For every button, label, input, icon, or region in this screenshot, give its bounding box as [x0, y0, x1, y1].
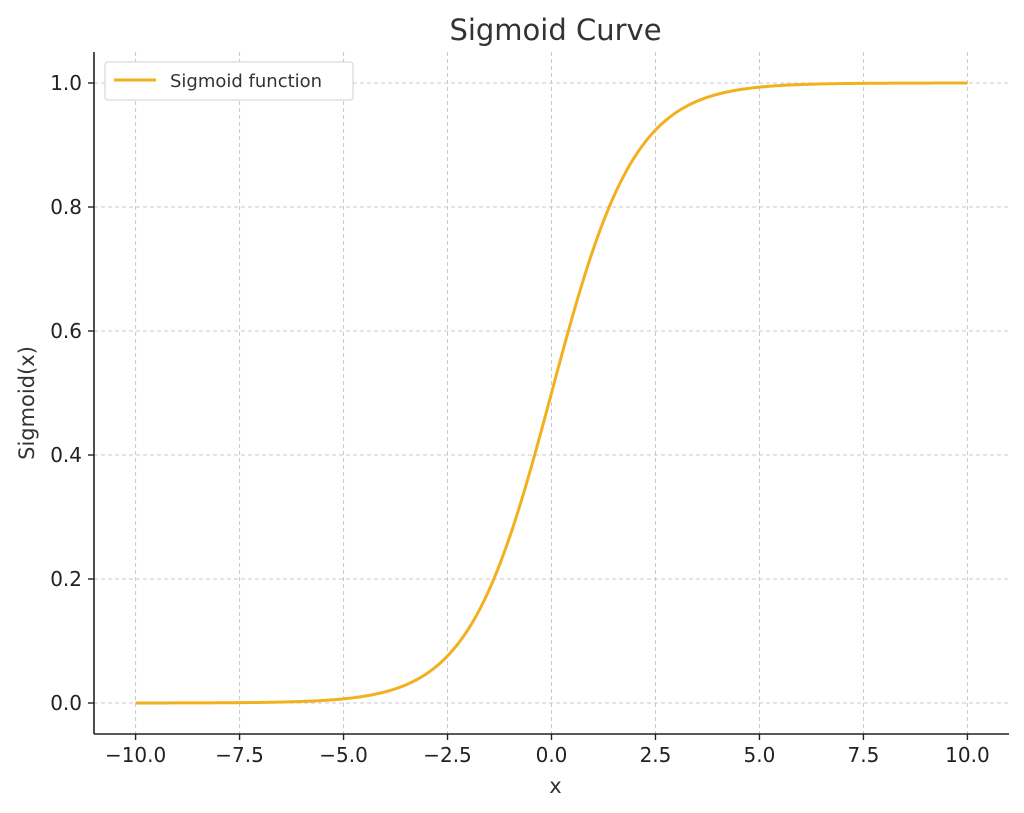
- y-tick-label: 0.2: [50, 567, 82, 591]
- x-tick-label: −10.0: [105, 743, 166, 767]
- x-tick-label: −5.0: [319, 743, 368, 767]
- x-tick-label: −7.5: [215, 743, 264, 767]
- grid: [94, 52, 1009, 734]
- sigmoid-line: [135, 81, 968, 705]
- y-tick-label: 0.4: [50, 443, 82, 467]
- chart-title: Sigmoid Curve: [449, 13, 661, 47]
- legend-label: Sigmoid function: [170, 71, 322, 92]
- y-tick-label: 1.0: [50, 71, 82, 95]
- y-tick-label: 0.8: [50, 195, 82, 219]
- x-tick-label: −2.5: [423, 743, 472, 767]
- series-layer: [135, 81, 968, 705]
- x-tick-label: 5.0: [744, 743, 776, 767]
- x-tick-label: 2.5: [640, 743, 672, 767]
- x-axis-title: x: [549, 774, 561, 798]
- x-tick-label: 7.5: [848, 743, 880, 767]
- y-tick-label: 0.6: [50, 319, 82, 343]
- x-tick-label: 0.0: [536, 743, 568, 767]
- legend: Sigmoid function: [104, 61, 354, 101]
- y-axis-title: Sigmoid(x): [15, 346, 39, 460]
- x-tick-label: 10.0: [945, 743, 990, 767]
- ticks: −10.0 −7.5 −5.0 −2.5 0.0 2.5 5.0 7.5 10.0 0.0 0.2 0…: [50, 71, 989, 767]
- legend-box: [104, 61, 354, 101]
- y-tick-label: 0.0: [50, 691, 82, 715]
